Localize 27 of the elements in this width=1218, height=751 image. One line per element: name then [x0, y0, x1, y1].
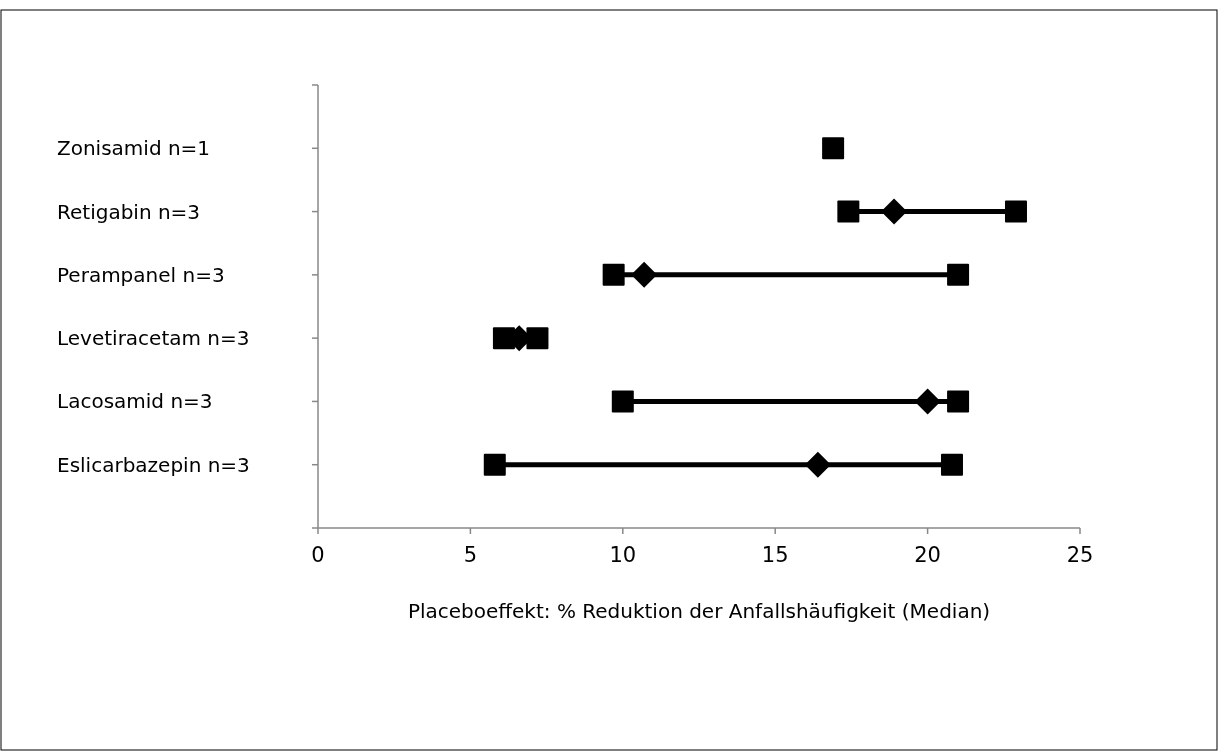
x-tick-label: 0 [311, 543, 325, 567]
y-tick-label: Lacosamid n=3 [57, 389, 213, 414]
point [804, 451, 831, 478]
point [1004, 200, 1027, 223]
point [940, 453, 963, 476]
point [837, 200, 860, 223]
y-tick-label: Levetiracetam n=3 [57, 326, 250, 351]
point [947, 263, 970, 286]
y-tick-label: Zonisamid n=1 [57, 136, 211, 161]
point [881, 198, 908, 225]
point [611, 390, 634, 413]
point [914, 388, 941, 415]
x-tick-label: 15 [761, 543, 789, 567]
y-tick-label: Retigabin n=3 [57, 199, 201, 224]
y-tick-label: Perampanel n=3 [57, 262, 225, 287]
x-tick-label: 5 [463, 543, 478, 567]
point [947, 390, 970, 413]
y-tick-label: Eslicarbazepin n=3 [57, 452, 250, 477]
x-axis-title: Placeboeffekt: % Reduktion der Anfallshäufigkeit (Median) [407, 599, 991, 623]
x-tick-label: 25 [1066, 543, 1094, 567]
point [483, 453, 506, 476]
point [822, 137, 845, 160]
x-tick-label: 10 [609, 543, 637, 567]
point [602, 263, 625, 286]
point [631, 261, 658, 288]
point [526, 327, 549, 350]
x-tick-label: 20 [914, 543, 941, 567]
